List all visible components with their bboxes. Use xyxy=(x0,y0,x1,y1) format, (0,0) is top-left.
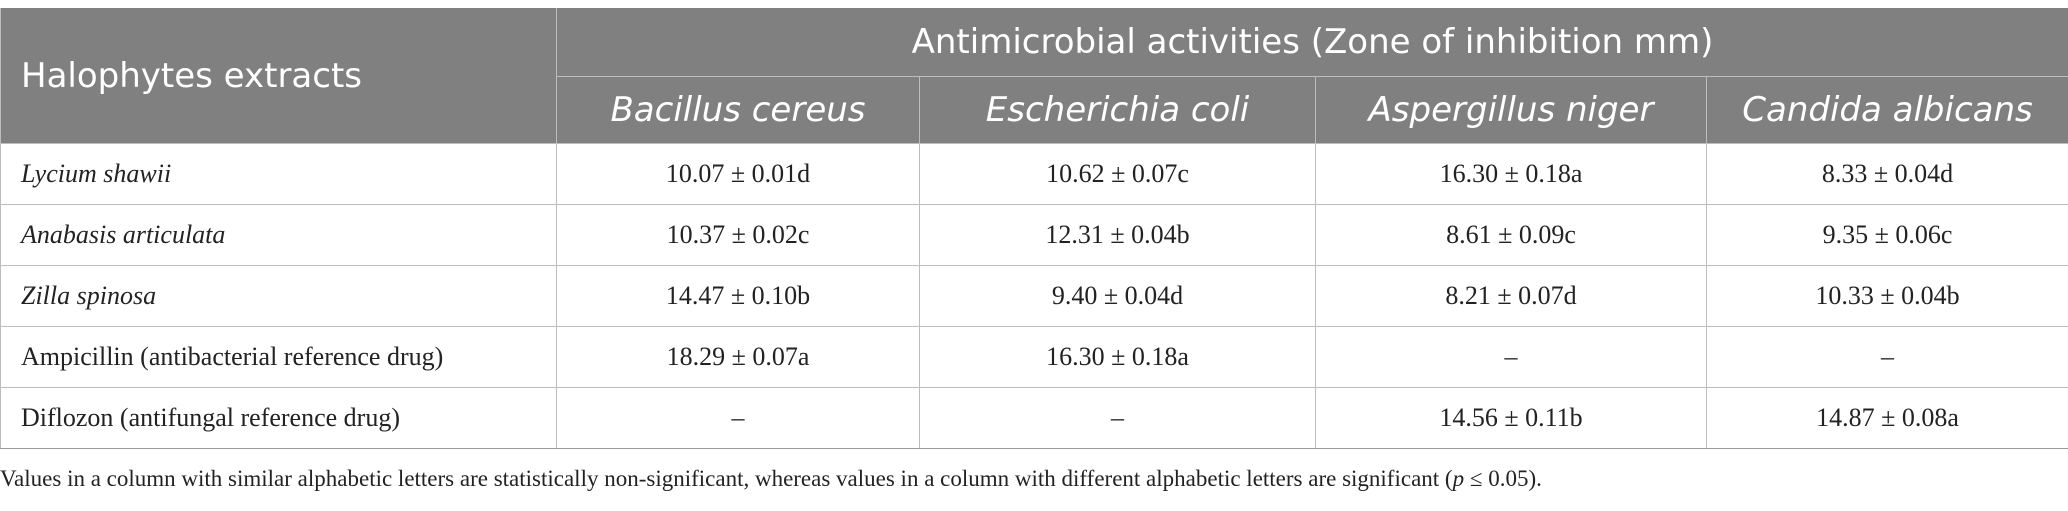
value-cell: 16.30 ± 0.18a xyxy=(1315,143,1707,205)
value-cell: 14.47 ± 0.10b xyxy=(556,265,920,327)
header-row-organisms: Bacillus cereus Escherichia coli Aspergi… xyxy=(1,76,2068,144)
reference-drug-name-cell: Ampicillin (antibacterial reference drug… xyxy=(0,326,557,388)
value-cell: 8.21 ± 0.07d xyxy=(1315,265,1707,327)
value-cell: 10.33 ± 0.04b xyxy=(1705,265,2068,327)
table-row: Lycium shawii 10.07 ± 0.01d 10.62 ± 0.07… xyxy=(0,143,2068,205)
extract-name-cell: Anabasis articulata xyxy=(0,204,557,266)
value-cell: 12.31 ± 0.04b xyxy=(919,204,1316,266)
value-cell: 14.87 ± 0.08a xyxy=(1705,387,2068,449)
value-cell: 10.07 ± 0.01d xyxy=(556,143,920,205)
organism-header-escherichia-coli: Escherichia coli xyxy=(919,76,1316,144)
value-cell: 8.33 ± 0.04d xyxy=(1705,143,2068,205)
value-cell: – xyxy=(1315,326,1707,388)
row-header-cell: Halophytes extracts xyxy=(0,8,557,144)
value-cell: 18.29 ± 0.07a xyxy=(556,326,920,388)
value-cell: 14.56 ± 0.11b xyxy=(1315,387,1707,449)
value-cell: – xyxy=(919,387,1316,449)
table-row: Ampicillin (antibacterial reference drug… xyxy=(0,326,2068,388)
footnote-p-symbol: p xyxy=(1452,466,1465,491)
footnote-text-after: ≤ 0.05). xyxy=(1464,466,1542,491)
table-row: Zilla spinosa 14.47 ± 0.10b 9.40 ± 0.04d… xyxy=(0,265,2068,327)
table-header: Halophytes extracts Antimicrobial activi… xyxy=(0,8,2068,144)
table-row: Anabasis articulata 10.37 ± 0.02c 12.31 … xyxy=(0,204,2068,266)
value-cell: 10.37 ± 0.02c xyxy=(556,204,920,266)
value-cell: 9.35 ± 0.06c xyxy=(1705,204,2068,266)
value-cell: – xyxy=(556,387,920,449)
extract-name-cell: Lycium shawii xyxy=(0,143,557,205)
value-cell: 9.40 ± 0.04d xyxy=(919,265,1316,327)
value-cell: 10.62 ± 0.07c xyxy=(919,143,1316,205)
value-cell: 8.61 ± 0.09c xyxy=(1315,204,1707,266)
organism-header-bacillus-cereus: Bacillus cereus xyxy=(556,76,920,144)
table-body: Lycium shawii 10.07 ± 0.01d 10.62 ± 0.07… xyxy=(0,143,2068,449)
value-cell: – xyxy=(1705,326,2068,388)
organism-header-aspergillus-niger: Aspergillus niger xyxy=(1315,76,1707,144)
group-header-cell: Antimicrobial activities (Zone of inhibi… xyxy=(555,8,2068,77)
antimicrobial-activity-table: Halophytes extracts Antimicrobial activi… xyxy=(0,8,2068,449)
organism-header-candida-albicans: Candida albicans xyxy=(1705,76,2068,144)
header-row-group: Halophytes extracts Antimicrobial activi… xyxy=(0,8,2068,144)
value-cell: 16.30 ± 0.18a xyxy=(919,326,1316,388)
table-row: Diflozon (antifungal reference drug) – –… xyxy=(0,387,2068,449)
extract-name-cell: Zilla spinosa xyxy=(0,265,557,327)
reference-drug-name-cell: Diflozon (antifungal reference drug) xyxy=(0,387,557,449)
table-footnote: Values in a column with similar alphabet… xyxy=(0,466,1542,492)
footnote-text-before: Values in a column with similar alphabet… xyxy=(0,466,1453,491)
results-table-wrapper: Halophytes extracts Antimicrobial activi… xyxy=(0,8,2068,449)
